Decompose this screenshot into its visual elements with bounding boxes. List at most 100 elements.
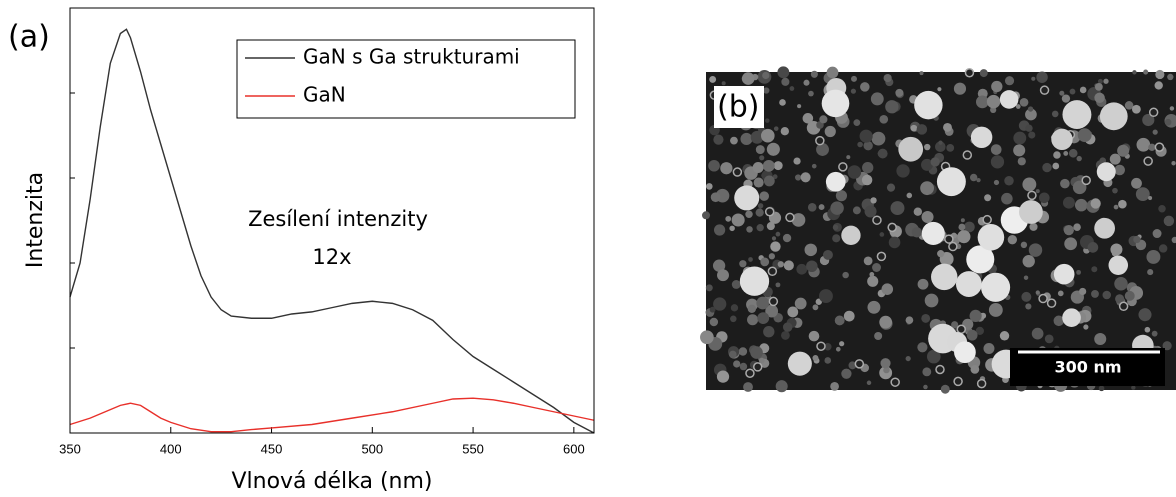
particle [1073,223,1081,231]
particle [710,192,721,203]
particle [877,148,888,159]
particle [1090,198,1101,209]
particle [762,71,770,80]
large-particle [921,221,945,245]
particle [923,384,928,390]
particle [720,162,733,175]
particle [853,119,861,127]
particle [830,381,839,391]
particle [1094,333,1107,346]
particle [937,250,945,258]
particle-ring [1038,293,1048,304]
particle [1167,73,1174,81]
particle [1131,385,1136,390]
particle [1091,289,1099,298]
particle [1124,101,1134,110]
particle [713,297,727,311]
particle [757,312,770,325]
particle-ring [976,378,987,389]
particle [781,331,790,340]
particle [990,106,997,114]
large-particle [739,266,770,296]
particle [1117,144,1130,157]
panel-label: (a) [8,20,50,55]
particle [1076,269,1082,275]
particle [730,304,739,312]
x-tick-label: 350 [59,441,81,456]
particle [832,224,839,231]
particle-ring [948,241,958,252]
particle [739,362,748,371]
particle [917,342,928,353]
particle [1077,128,1092,143]
particle [924,293,939,308]
particle [1171,161,1176,166]
particle [760,257,770,267]
particle [713,134,724,145]
particle [766,142,780,156]
particle [738,347,748,356]
particle [888,236,901,249]
particle [1163,215,1175,227]
particle [940,384,950,394]
particle [739,260,747,268]
particle [990,144,1002,155]
particle [775,380,788,393]
particle [958,223,966,231]
particle [1023,275,1029,280]
particle [839,341,845,347]
particle [1076,155,1082,162]
legend-label: GaN s Ga strukturami [303,45,520,69]
particle [794,297,807,310]
particle [824,343,832,351]
particle [879,232,885,237]
particle [1063,225,1074,236]
particle [1152,229,1162,239]
particle [1053,315,1065,327]
particle [782,322,793,332]
particle [708,159,720,172]
particle-ring [764,206,775,217]
particle-ring [872,215,882,225]
particle-ring [854,359,865,369]
particle [1068,148,1078,158]
particle [896,164,910,178]
particle [1038,192,1050,204]
particle [1079,287,1087,296]
particle [763,175,775,187]
particle [835,190,848,202]
particle [1154,81,1163,90]
particle [1044,334,1054,344]
particle [1025,108,1037,121]
large-particle [898,136,924,162]
plot-area: 350 400 450 500 550 600 [59,7,595,456]
particle [803,79,810,86]
particle [970,364,980,374]
particle [1022,177,1037,192]
large-particle [936,167,966,197]
label-box [714,86,764,128]
particle-ring [962,150,973,160]
scale-label: 300 nm [1054,358,1121,377]
particle [812,355,819,362]
particle [1171,236,1176,244]
particle [750,130,764,144]
particle [979,69,988,78]
particle [938,140,943,145]
particle [1087,242,1099,253]
particle [700,330,714,345]
particle [1147,269,1154,276]
particle [1132,70,1137,75]
particle [1072,180,1087,195]
particle [1158,204,1166,213]
particle [926,349,941,364]
x-axis-label: Vlnová délka (nm) [231,469,432,494]
particle [872,263,881,272]
particle [916,124,928,135]
particle [990,155,1005,169]
particle [895,88,904,97]
particle-ring [1039,85,1050,95]
particle [750,346,763,359]
particle-ring [956,324,967,335]
particle [830,201,844,215]
